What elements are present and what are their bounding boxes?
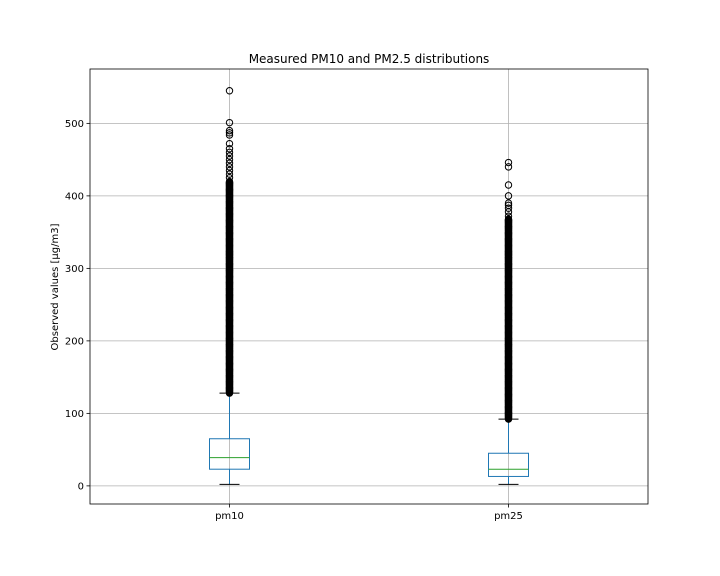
outlier-point [225, 126, 234, 135]
outlier-point [504, 215, 513, 223]
y-tick-label: 400 [65, 191, 84, 202]
outlier-point [225, 177, 234, 186]
y-axis-label: Observed values [µg/m3] [50, 223, 61, 350]
outlier-point [225, 170, 234, 178]
y-tick-label: 500 [65, 119, 84, 130]
outlier-point [225, 131, 234, 139]
chart-title: Measured PM10 and PM2.5 distributions [249, 52, 490, 66]
outlier-point [225, 145, 234, 153]
outlier-point [504, 204, 513, 212]
box-iqr [209, 438, 250, 470]
outlier-point [504, 212, 513, 220]
outlier-point [225, 87, 234, 95]
outlier-point [504, 192, 513, 200]
y-tick-label: 200 [65, 336, 84, 347]
outlier-point [225, 166, 234, 175]
y-tick-label: 100 [65, 409, 84, 420]
outlier-point [225, 174, 234, 182]
outlier-point [225, 163, 234, 171]
box-pm10 [209, 87, 250, 485]
y-tick-label: 300 [65, 264, 84, 275]
x-axis: pm10 pm25 [215, 504, 523, 522]
outlier-point [504, 158, 513, 167]
x-tick-label: pm10 [215, 511, 244, 522]
outlier-point [225, 118, 234, 127]
outlier-point [504, 199, 513, 207]
outlier-point [225, 159, 234, 167]
plot-frame [89, 68, 649, 505]
box-iqr [488, 452, 529, 477]
outlier-point [225, 148, 234, 157]
outlier-point [504, 181, 513, 189]
box-pm25 [488, 158, 529, 485]
grid-lines [90, 69, 648, 504]
outlier-point [225, 139, 234, 148]
x-tick-label: pm25 [494, 511, 523, 522]
outlier-point [225, 155, 234, 164]
outlier-point [225, 152, 234, 160]
y-tick-label: 0 [78, 481, 84, 492]
box-series [209, 87, 529, 485]
y-axis: 0 100 200 300 400 500 [65, 119, 90, 492]
outlier-point [504, 163, 513, 171]
outlier-point [225, 129, 234, 137]
outlier-point [504, 201, 513, 210]
